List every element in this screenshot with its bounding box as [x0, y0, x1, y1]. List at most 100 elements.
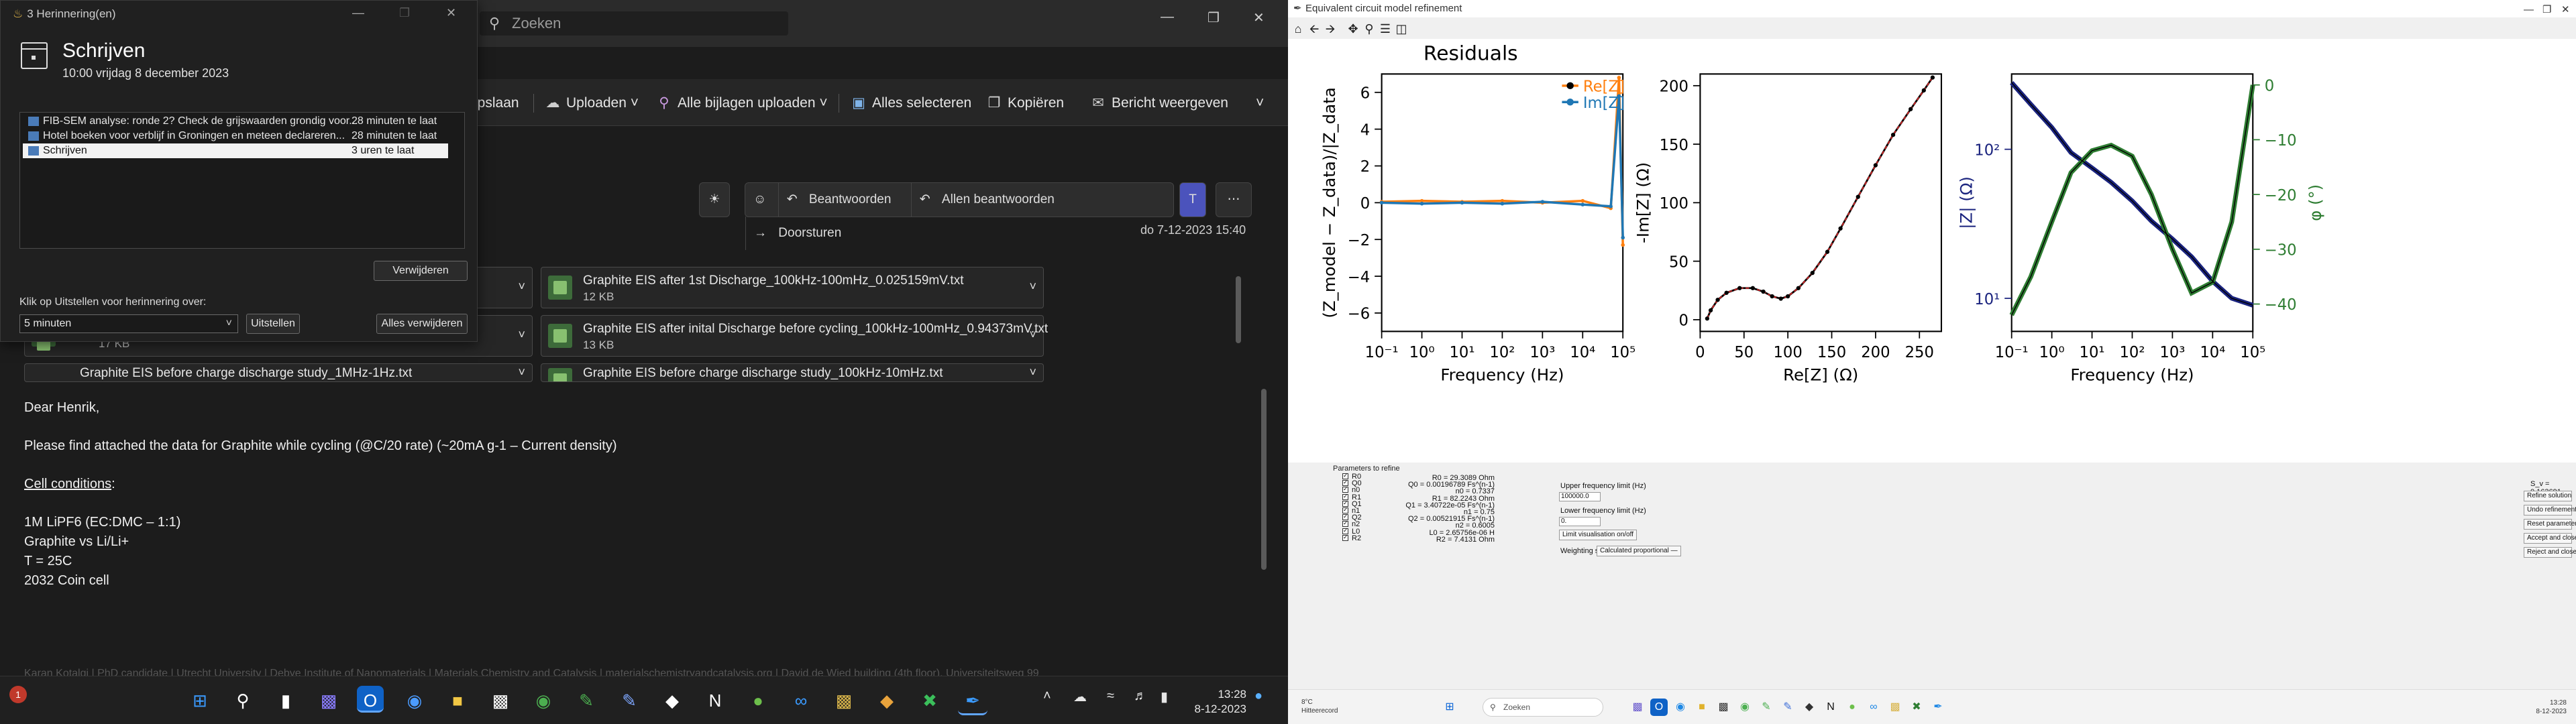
app-icon[interactable]: ∞ [1870, 701, 1878, 713]
file-explorer-icon[interactable]: ■ [452, 690, 463, 711]
body-scrollbar[interactable] [1261, 389, 1267, 570]
chevron-down-icon[interactable]: ˅ [1029, 365, 1036, 379]
back-icon[interactable]: 🡨 [1309, 22, 1320, 36]
attachment-item[interactable]: Graphite EIS before charge discharge stu… [24, 363, 533, 382]
app-icon[interactable]: ▩ [1890, 701, 1900, 713]
taskbar-clock[interactable]: 13:28 8-12-2023 [2536, 699, 2567, 716]
attachments-scrollbar[interactable] [1236, 276, 1241, 343]
app-icon[interactable]: ✎ [1762, 701, 1771, 713]
copy-button[interactable]: ❐ Kopiëren [986, 91, 1064, 115]
search-box[interactable]: ⚲ Zoeken [480, 11, 788, 36]
notion-icon[interactable]: N [1827, 701, 1835, 713]
maximize-icon[interactable]: ❐ [2542, 4, 2552, 15]
upload-all-attachments-button[interactable]: ⚲ Alle bijlagen uploaden ˅ [656, 91, 827, 115]
more-options-icon[interactable]: ⋯ [1216, 182, 1252, 217]
reply-button[interactable]: ↶ Beantwoorden [777, 183, 908, 217]
reply-all-button[interactable]: ↶ Allen beantwoorden [910, 183, 1071, 217]
forward-button[interactable]: → Doorsturen [745, 217, 857, 250]
checkbox-icon[interactable] [1342, 534, 1348, 541]
ribbon-expand-icon[interactable]: ˅ [1256, 95, 1265, 111]
taskbar-clock[interactable]: 13:28 8-12-2023 [1194, 687, 1246, 717]
teams-icon[interactable]: ▩ [320, 690, 337, 711]
dismiss-button[interactable]: Verwijderen [374, 261, 468, 281]
home-icon[interactable]: ⌂ [1294, 22, 1302, 36]
reminder-item[interactable]: FIB-SEM analyse: ronde 2? Check de grijs… [23, 114, 448, 129]
start-icon[interactable]: ⊞ [193, 690, 207, 711]
select-all-button[interactable]: ▣ Alles selecteren [851, 91, 971, 115]
cloud-icon[interactable]: ☁ [1073, 690, 1087, 705]
minimize-icon[interactable]: — [1161, 9, 1174, 24]
view-message-button[interactable]: ✉ Bericht weergeven [1090, 91, 1228, 115]
refine-solution-button[interactable]: Refine solution [2524, 491, 2572, 501]
task-view-icon[interactable]: ▮ [280, 690, 291, 711]
notification-bell-icon[interactable]: ● [1254, 688, 1263, 703]
minimize-icon[interactable]: — [352, 6, 364, 19]
wifi-icon[interactable]: ≈ [1107, 688, 1114, 703]
app-icon[interactable]: ◆ [665, 690, 679, 711]
minimize-icon[interactable]: — [2524, 4, 2534, 15]
undo-refinement-button[interactable]: Undo refinement [2524, 505, 2576, 516]
app-icon[interactable]: ▩ [835, 690, 853, 711]
upper-limit-input[interactable]: 100000.0 [1559, 492, 1601, 501]
chevron-down-icon[interactable]: ˅ [518, 328, 525, 341]
save-button[interactable]: opslaan [470, 91, 519, 115]
app-icon[interactable]: ● [753, 690, 763, 711]
snooze-button[interactable]: Uitstellen [246, 314, 300, 334]
accept-close-button[interactable]: Accept and close [2524, 533, 2576, 544]
terminal-icon[interactable]: ▩ [492, 690, 509, 711]
chevron-down-icon[interactable]: ˅ [1029, 328, 1036, 341]
limit-visualisation-button[interactable]: Limit visualisation on/off [1559, 530, 1637, 540]
terminal-icon[interactable]: ▩ [1718, 701, 1729, 713]
reset-parameters-button[interactable]: Reset parameters [2524, 519, 2576, 530]
notion-icon[interactable]: N [708, 690, 722, 711]
configure-subplots-icon[interactable]: ☰ [1379, 22, 1391, 36]
python-feather-icon[interactable]: ✒ [1933, 701, 1943, 713]
battery-icon[interactable]: ▮ [1161, 690, 1169, 705]
forward-icon[interactable]: 🡪 [1325, 22, 1336, 36]
chevron-down-icon[interactable]: ˅ [518, 365, 525, 379]
app-icon[interactable]: ∞ [794, 690, 808, 711]
reject-close-button[interactable]: Reject and close [2524, 547, 2576, 558]
chrome-icon[interactable]: ◉ [535, 690, 551, 711]
app-icon[interactable]: ✎ [1783, 701, 1792, 713]
param-checkbox-r2[interactable]: R2 [1342, 534, 1361, 542]
zoom-icon[interactable]: ⚲ [1364, 22, 1374, 36]
file-explorer-icon[interactable]: ■ [1699, 701, 1705, 713]
attachment-item[interactable]: Graphite EIS after inital Discharge befo… [541, 315, 1048, 357]
immersive-reader-button[interactable]: ☀ [699, 182, 730, 217]
xbox-icon[interactable]: ✖ [1912, 701, 1921, 713]
chevron-down-icon[interactable]: ˅ [1029, 280, 1036, 293]
param-checkbox-n0[interactable]: n0 [1342, 485, 1360, 494]
save-figure-icon[interactable]: ◫ [1395, 22, 1407, 36]
dismiss-all-button[interactable]: Alles verwijderen [376, 314, 468, 334]
reminder-item[interactable]: Hotel boeken voor verblijf in Groningen … [23, 129, 448, 143]
weather-widget[interactable]: 8°C Hitteerecord [1301, 698, 1338, 715]
chevron-up-icon[interactable]: ˄ [1043, 688, 1051, 703]
weighting-select[interactable]: Calculated proportional — [1597, 546, 1681, 556]
chrome-icon[interactable]: ◉ [1740, 701, 1750, 713]
pan-icon[interactable]: ✥ [1348, 22, 1358, 36]
python-feather-icon[interactable]: ✒ [958, 686, 987, 715]
volume-icon[interactable]: ♬ [1134, 688, 1147, 703]
chevron-down-icon[interactable]: ˅ [518, 280, 525, 293]
app-icon[interactable]: ✎ [622, 690, 637, 711]
upload-button[interactable]: ☁ Uploaden ˅ [545, 91, 639, 115]
maximize-icon[interactable]: ❐ [1208, 11, 1220, 25]
outlook-icon[interactable]: O [357, 686, 384, 713]
teams-icon[interactable]: T [1179, 182, 1206, 217]
snooze-select[interactable]: 5 minuten ˅ [19, 314, 238, 333]
lower-limit-input[interactable]: 0. [1559, 517, 1601, 526]
outlook-icon[interactable]: O [1650, 699, 1668, 716]
edge-icon[interactable]: ◉ [1676, 701, 1685, 713]
attachment-item[interactable]: Graphite EIS before charge discharge stu… [541, 363, 1044, 382]
close-icon[interactable]: ✕ [1253, 11, 1265, 25]
xbox-icon[interactable]: ✖ [922, 690, 937, 711]
close-icon[interactable]: ✕ [2561, 4, 2570, 15]
app-icon[interactable]: ✎ [579, 690, 594, 711]
edge-icon[interactable]: ◉ [407, 690, 423, 711]
search-icon[interactable]: ⚲ [236, 690, 250, 711]
attachment-item[interactable]: Graphite EIS after 1st Discharge_100kHz-… [541, 267, 1044, 308]
notification-badge[interactable]: 1 [9, 686, 27, 703]
app-icon[interactable]: ◆ [1805, 701, 1814, 713]
taskbar-search[interactable]: ⚲ Zoeken [1483, 698, 1603, 717]
